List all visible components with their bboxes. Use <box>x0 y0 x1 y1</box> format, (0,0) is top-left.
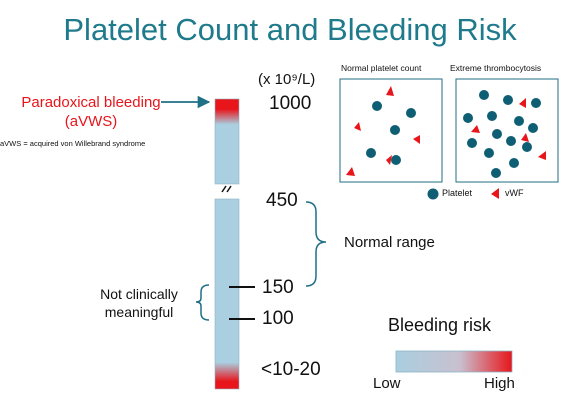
unit-label: (x 10⁹/L) <box>258 71 316 88</box>
paradoxical-line2: (aVWS) <box>64 113 118 130</box>
extreme-panel-platelets <box>463 90 541 178</box>
legend-vwf-icon <box>491 188 499 199</box>
extreme-panel-box <box>455 78 559 183</box>
avws-footnote: aVWS = acquired von Willebrand syndrome <box>0 139 146 148</box>
normal-panel-title: Normal platelet count <box>341 63 422 73</box>
bleeding-risk-gradient <box>395 350 513 373</box>
scale-bar-lower <box>214 198 240 390</box>
normal-range-brace <box>305 201 327 287</box>
not-clinically-line2: meaningful <box>104 304 174 320</box>
extreme-panel-title: Extreme thrombocytosis <box>450 63 542 73</box>
tick-label-150: 150 <box>262 277 294 298</box>
legend-vwf-label: vWF <box>505 188 524 198</box>
page-title: Platelet Count and Bleeding Risk <box>63 12 517 47</box>
normal-range-label: Normal range <box>344 234 435 251</box>
not-clinically-line1: Not clinically <box>100 286 178 302</box>
tick-label-450: 450 <box>266 190 298 211</box>
bleeding-risk-high: High <box>484 375 515 392</box>
scale-bar-top <box>214 98 240 185</box>
tick-label-100: 100 <box>262 308 294 329</box>
normal-panel-vwf <box>346 86 420 176</box>
extreme-panel-vwf <box>471 98 546 160</box>
normal-panel-platelets <box>366 101 416 165</box>
paradoxical-line1: Paradoxical bleeding <box>21 94 161 111</box>
scale-break-icon <box>221 185 232 193</box>
not-clinically-brace <box>195 284 210 321</box>
paradoxical-bleeding-label: Paradoxical bleeding (aVWS) <box>6 93 176 131</box>
bleeding-risk-title: Bleeding risk <box>388 315 492 335</box>
tick-label-1000: 1000 <box>269 93 312 114</box>
tick-label-low: <10-20 <box>261 359 321 380</box>
bleeding-risk-low: Low <box>373 375 401 392</box>
not-clinically-label: Not clinically meaningful <box>84 285 194 321</box>
legend-platelet-label: Platelet <box>442 188 473 198</box>
legend-platelet-icon <box>427 188 439 200</box>
